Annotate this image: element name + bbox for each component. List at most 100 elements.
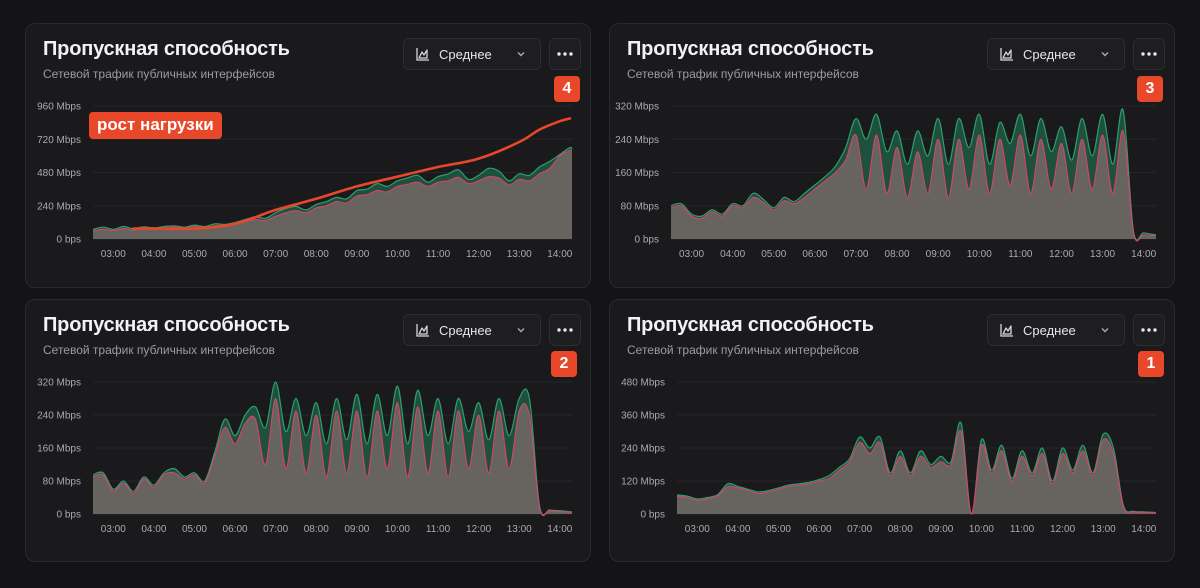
more-horizontal-icon: [557, 52, 573, 56]
number-badge: 3: [1137, 76, 1163, 102]
x-tick-label: 11:00: [426, 249, 451, 260]
number-badge: 1: [1138, 351, 1164, 377]
chevron-down-icon: [517, 328, 525, 333]
y-tick-label: 0 bps: [57, 235, 81, 246]
aggregation-dropdown[interactable]: Среднее: [987, 314, 1125, 346]
throughput-chart: 0 bps 240 Mbps 480 Mbps 720 Mbps 960 Mbps 03:…: [37, 102, 573, 261]
x-tick-label: 04:00: [720, 249, 745, 260]
x-tick-label: 07:00: [847, 524, 872, 535]
throughput-chart: 0 bps 80 Mbps 160 Mbps 240 Mbps 320 Mbps 03:0…: [37, 378, 573, 536]
panel-subtitle: Сетевой трафик публичных интерфейсов: [43, 67, 275, 81]
x-tick-label: 04:00: [141, 249, 166, 260]
x-tick-label: 03:00: [679, 249, 704, 260]
x-tick-label: 12:00: [466, 524, 491, 535]
trend-line: [132, 117, 572, 231]
more-horizontal-icon: [557, 328, 573, 332]
y-tick-label: 320 Mbps: [37, 378, 81, 389]
inbound-series-line: [670, 108, 1157, 241]
outbound-series-line: [92, 149, 573, 232]
chart-panel: Пропускная способность Сетевой трафик пу…: [609, 23, 1175, 288]
y-tick-label: 160 Mbps: [615, 168, 659, 179]
inbound-series-line: [676, 421, 1157, 515]
x-tick-label: 08:00: [304, 249, 329, 260]
y-tick-label: 0 bps: [635, 235, 659, 246]
throughput-chart: 0 bps 80 Mbps 160 Mbps 240 Mbps 320 Mbps 03:0…: [615, 102, 1157, 261]
y-tick-label: 80 Mbps: [621, 201, 659, 212]
y-tick-label: 120 Mbps: [621, 477, 665, 488]
y-tick-label: 240 Mbps: [615, 135, 659, 146]
y-tick-label: 480 Mbps: [621, 378, 665, 389]
x-tick-label: 11:00: [426, 524, 451, 535]
panel-title: Пропускная способность: [627, 38, 874, 60]
panel-subtitle: Сетевой трафик публичных интерфейсов: [627, 343, 859, 357]
aggregation-dropdown[interactable]: Среднее: [403, 38, 541, 70]
y-tick-label: 80 Mbps: [43, 477, 81, 488]
x-tick-label: 14:00: [1131, 249, 1156, 260]
dropdown-label: Среднее: [439, 322, 492, 338]
more-horizontal-icon: [1141, 328, 1157, 332]
x-tick-label: 12:00: [1050, 524, 1075, 535]
panel-title: Пропускная способность: [43, 38, 290, 60]
x-tick-label: 05:00: [182, 524, 207, 535]
y-tick-label: 960 Mbps: [37, 102, 81, 113]
aggregation-dropdown[interactable]: Среднее: [403, 314, 541, 346]
inbound-series-line: [92, 146, 573, 230]
x-tick-label: 11:00: [1008, 249, 1033, 260]
panel-title: Пропускная способность: [43, 314, 290, 336]
x-tick-label: 12:00: [1049, 249, 1074, 260]
dropdown-label: Среднее: [1023, 322, 1076, 338]
x-tick-label: 13:00: [1090, 249, 1115, 260]
y-tick-label: 480 Mbps: [37, 168, 81, 179]
x-tick-label: 13:00: [1091, 524, 1116, 535]
panel-title: Пропускная способность: [627, 314, 874, 336]
area-chart-icon: [416, 324, 429, 337]
x-tick-label: 14:00: [547, 524, 572, 535]
outbound-series-line: [92, 397, 573, 517]
x-tick-label: 09:00: [928, 524, 953, 535]
area-chart-icon: [1000, 324, 1013, 337]
chart-panel: Пропускная способность Сетевой трафик пу…: [25, 23, 591, 288]
x-tick-label: 09:00: [344, 249, 369, 260]
x-tick-label: 05:00: [761, 249, 786, 260]
y-tick-label: 0 bps: [57, 510, 81, 521]
y-tick-label: 240 Mbps: [37, 411, 81, 422]
x-tick-label: 07:00: [263, 249, 288, 260]
aggregation-dropdown[interactable]: Среднее: [987, 38, 1125, 70]
x-tick-label: 03:00: [101, 524, 126, 535]
more-options-button[interactable]: [1133, 38, 1165, 70]
x-tick-label: 03:00: [685, 524, 710, 535]
x-tick-label: 14:00: [1131, 524, 1156, 535]
chart-panel: Пропускная способность Сетевой трафик пу…: [609, 299, 1175, 562]
x-tick-label: 04:00: [725, 524, 750, 535]
more-options-button[interactable]: [1133, 314, 1165, 346]
x-tick-label: 07:00: [263, 524, 288, 535]
more-horizontal-icon: [1141, 52, 1157, 56]
x-tick-label: 09:00: [344, 524, 369, 535]
y-tick-label: 360 Mbps: [621, 411, 665, 422]
chevron-down-icon: [517, 52, 525, 57]
number-badge: 2: [551, 351, 577, 377]
inbound-series-line: [92, 381, 573, 516]
x-tick-label: 10:00: [967, 249, 992, 260]
more-options-button[interactable]: [549, 38, 581, 70]
x-tick-label: 09:00: [926, 249, 951, 260]
outbound-series-line: [670, 130, 1157, 242]
area-chart-icon: [416, 48, 429, 61]
panel-subtitle: Сетевой трафик публичных интерфейсов: [627, 67, 859, 81]
dropdown-label: Среднее: [1023, 46, 1076, 62]
x-tick-label: 04:00: [141, 524, 166, 535]
outbound-series-area: [677, 430, 1156, 515]
x-tick-label: 06:00: [807, 524, 832, 535]
y-tick-label: 320 Mbps: [615, 102, 659, 113]
annotation-label: рост нагрузки: [89, 112, 222, 139]
x-tick-label: 08:00: [888, 524, 913, 535]
x-tick-label: 10:00: [385, 249, 410, 260]
x-tick-label: 13:00: [507, 524, 532, 535]
x-tick-label: 10:00: [385, 524, 410, 535]
chart-panel: Пропускная способность Сетевой трафик пу…: [25, 299, 591, 562]
x-tick-label: 05:00: [766, 524, 791, 535]
y-tick-label: 0 bps: [641, 510, 665, 521]
x-tick-label: 14:00: [547, 249, 572, 260]
more-options-button[interactable]: [549, 314, 581, 346]
outbound-series-area: [93, 398, 572, 516]
